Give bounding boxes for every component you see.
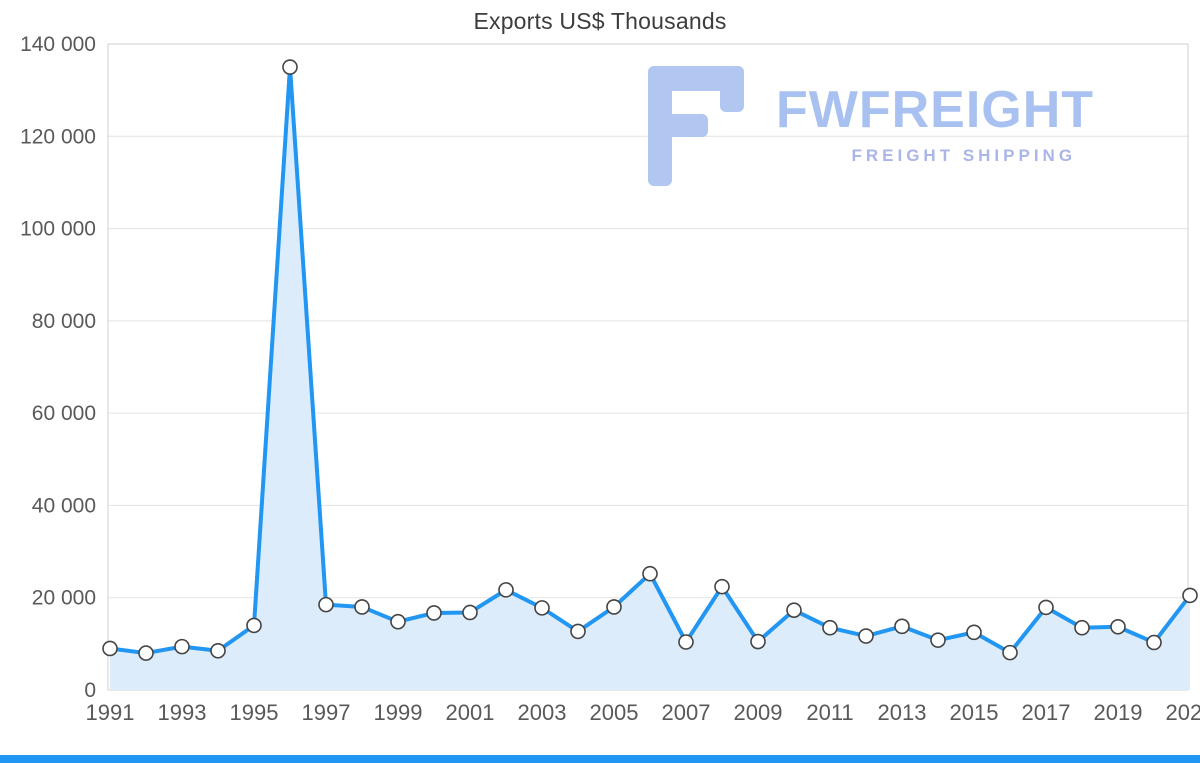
data-point-1994 [210, 642, 226, 659]
x-tick-label: 1999 [374, 700, 423, 725]
data-point-2011 [822, 619, 838, 636]
x-tick-label: 2015 [950, 700, 999, 725]
x-tick-label: 2017 [1022, 700, 1071, 725]
data-point-1998 [354, 599, 370, 615]
y-tick-label: 140 000 [20, 33, 96, 56]
data-point-1997 [318, 596, 334, 613]
data-point-2009 [750, 633, 766, 650]
data-point-2014 [930, 632, 946, 648]
x-tick-label: 1993 [158, 700, 207, 725]
x-tick-label: 2011 [806, 700, 853, 725]
data-point-1993 [174, 638, 190, 655]
data-point-2000 [426, 605, 442, 621]
series-area [110, 67, 1190, 691]
y-tick-label: 80 000 [32, 310, 96, 333]
data-point-1995 [246, 617, 262, 634]
x-tick-label: 1995 [230, 700, 279, 725]
chart-title: Exports US$ Thousands [473, 8, 727, 34]
data-point-2015 [966, 624, 982, 641]
x-tick-label: 1991 [86, 700, 135, 725]
data-point-2018 [1074, 619, 1090, 636]
data-point-1996 [282, 59, 298, 75]
x-tick-label: 2013 [878, 700, 927, 725]
data-point-2008 [714, 578, 730, 595]
data-point-2004 [570, 623, 586, 640]
y-tick-label: 20 000 [32, 587, 96, 610]
data-point-1991 [102, 640, 118, 657]
data-point-2003 [534, 600, 550, 616]
data-point-1999 [390, 613, 406, 630]
data-point-2019 [1110, 618, 1126, 635]
y-tick-label: 60 000 [32, 402, 96, 425]
y-tick-label: 100 000 [20, 218, 96, 241]
x-tick-label: 2001 [446, 700, 495, 725]
data-point-2013 [894, 618, 910, 635]
data-point-2016 [1002, 644, 1018, 661]
data-point-2021 [1182, 587, 1198, 604]
x-tick-label: 2003 [518, 700, 567, 725]
y-tick-label: 40 000 [32, 494, 96, 517]
x-tick-label: 2009 [734, 700, 783, 725]
x-tick-label: 2019 [1094, 700, 1143, 725]
data-point-2007 [678, 634, 694, 650]
data-point-2010 [786, 602, 802, 618]
data-point-2005 [606, 599, 622, 615]
x-tick-label: 2021 [1166, 700, 1200, 725]
data-point-2001 [462, 604, 478, 621]
data-point-1992 [138, 645, 154, 661]
bottom-bar [0, 755, 1200, 763]
x-tick-label: 2005 [590, 700, 639, 725]
data-point-2017 [1038, 599, 1054, 616]
y-tick-label: 0 [84, 679, 96, 702]
x-tick-label: 2007 [662, 700, 711, 725]
data-point-2002 [498, 582, 514, 598]
y-tick-label: 120 000 [20, 125, 96, 148]
data-point-2020 [1146, 634, 1162, 651]
data-point-2006 [642, 565, 658, 582]
data-point-2012 [858, 628, 874, 644]
x-tick-label: 1997 [302, 700, 351, 725]
